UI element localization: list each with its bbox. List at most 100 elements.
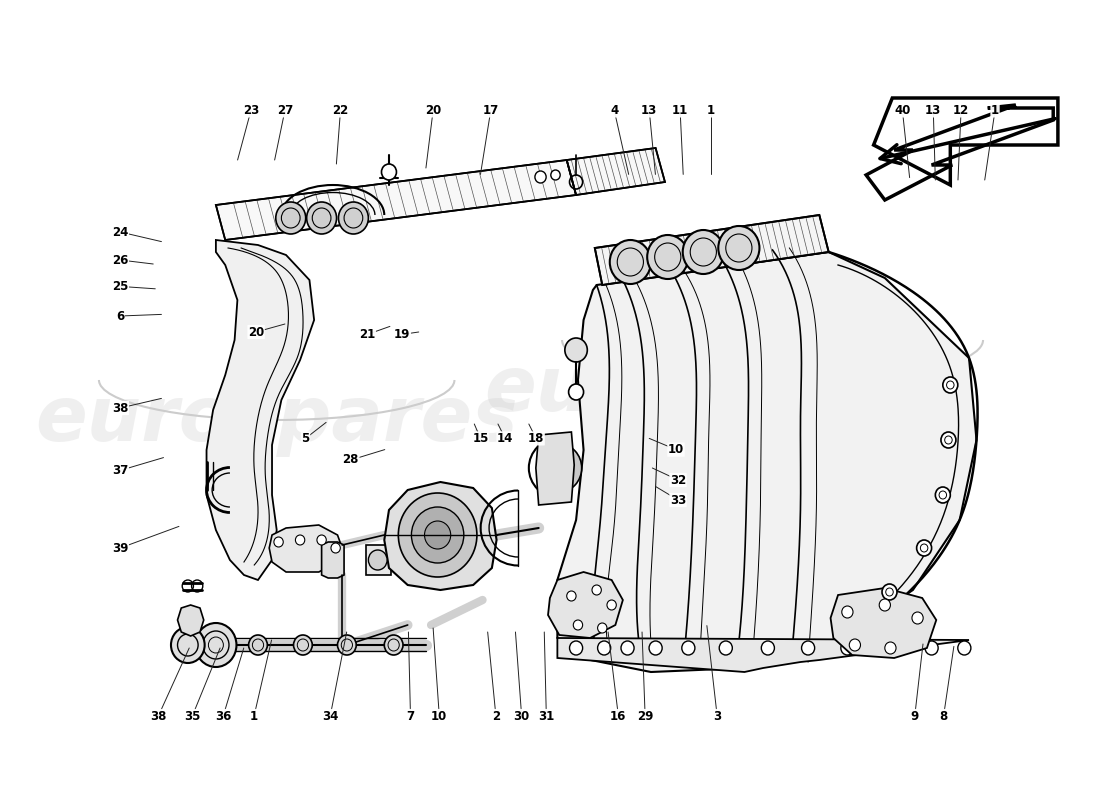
Text: eurospares: eurospares — [35, 383, 518, 457]
Circle shape — [196, 623, 236, 667]
Text: 17: 17 — [483, 104, 499, 117]
Circle shape — [551, 170, 560, 180]
Circle shape — [607, 600, 616, 610]
Circle shape — [958, 641, 971, 655]
Circle shape — [274, 537, 283, 547]
Circle shape — [592, 585, 602, 595]
Text: 19: 19 — [394, 328, 410, 341]
Circle shape — [411, 507, 464, 563]
Text: 31: 31 — [538, 710, 554, 722]
Circle shape — [294, 635, 312, 655]
Polygon shape — [216, 160, 576, 240]
Circle shape — [565, 338, 587, 362]
Circle shape — [761, 641, 774, 655]
Polygon shape — [207, 240, 315, 580]
Text: 7: 7 — [406, 710, 415, 722]
Text: 12: 12 — [953, 104, 969, 117]
Circle shape — [883, 641, 896, 655]
Text: 29: 29 — [637, 710, 653, 722]
Circle shape — [882, 584, 896, 600]
Text: 37: 37 — [112, 464, 129, 477]
Circle shape — [569, 384, 584, 400]
Polygon shape — [830, 588, 936, 658]
Text: 38: 38 — [151, 710, 166, 722]
Text: 8: 8 — [939, 710, 948, 722]
Text: 33: 33 — [670, 494, 686, 506]
Text: 13: 13 — [641, 104, 658, 117]
Circle shape — [566, 591, 576, 601]
Polygon shape — [595, 215, 828, 285]
Text: 6: 6 — [117, 310, 124, 322]
Text: 22: 22 — [332, 104, 349, 117]
Text: 1: 1 — [250, 710, 258, 722]
Circle shape — [535, 171, 546, 183]
Circle shape — [296, 535, 305, 545]
Polygon shape — [558, 252, 977, 672]
Text: 26: 26 — [112, 254, 129, 266]
Text: 39: 39 — [112, 542, 129, 554]
Circle shape — [338, 635, 356, 655]
Circle shape — [683, 230, 724, 274]
Circle shape — [609, 240, 651, 284]
Text: 10: 10 — [668, 443, 684, 456]
Polygon shape — [566, 148, 666, 195]
Circle shape — [368, 550, 387, 570]
Polygon shape — [892, 98, 1058, 118]
Circle shape — [425, 521, 451, 549]
Text: 13: 13 — [925, 104, 942, 117]
Text: 4: 4 — [610, 104, 618, 117]
Circle shape — [802, 641, 815, 655]
Text: 20: 20 — [425, 104, 441, 117]
Text: 24: 24 — [112, 226, 129, 238]
Circle shape — [912, 612, 923, 624]
Circle shape — [339, 202, 369, 234]
Text: 32: 32 — [670, 474, 686, 486]
Circle shape — [170, 627, 205, 663]
Polygon shape — [177, 605, 204, 636]
Text: 3: 3 — [713, 710, 722, 722]
Polygon shape — [536, 432, 574, 505]
Polygon shape — [548, 572, 623, 638]
Text: 25: 25 — [112, 280, 129, 293]
Polygon shape — [321, 542, 344, 578]
Circle shape — [249, 635, 267, 655]
Text: 15: 15 — [472, 432, 488, 445]
Text: 5: 5 — [301, 432, 309, 445]
Circle shape — [382, 164, 396, 180]
Circle shape — [537, 444, 582, 492]
Text: 18: 18 — [528, 432, 544, 445]
Polygon shape — [270, 525, 342, 572]
Circle shape — [943, 377, 958, 393]
Text: 38: 38 — [112, 402, 129, 414]
Circle shape — [570, 641, 583, 655]
Circle shape — [317, 535, 327, 545]
Text: 34: 34 — [322, 710, 339, 722]
Circle shape — [842, 606, 852, 618]
Circle shape — [718, 226, 759, 270]
Text: 30: 30 — [514, 710, 530, 722]
Circle shape — [884, 642, 896, 654]
Circle shape — [597, 641, 611, 655]
Circle shape — [331, 543, 340, 553]
Text: 27: 27 — [277, 104, 293, 117]
Polygon shape — [558, 638, 969, 672]
Text: 21: 21 — [359, 328, 375, 341]
Circle shape — [276, 202, 306, 234]
Text: 14: 14 — [497, 432, 514, 445]
Circle shape — [916, 540, 932, 556]
Polygon shape — [365, 545, 390, 575]
Text: eurospares: eurospares — [484, 353, 967, 427]
Circle shape — [935, 487, 950, 503]
Circle shape — [597, 623, 607, 633]
Circle shape — [621, 641, 634, 655]
Circle shape — [546, 454, 572, 482]
Text: 40: 40 — [894, 104, 911, 117]
Text: 10: 10 — [431, 710, 448, 722]
Circle shape — [573, 620, 583, 630]
Text: 36: 36 — [214, 710, 231, 722]
Circle shape — [719, 641, 733, 655]
Text: 16: 16 — [610, 710, 627, 722]
Text: 2: 2 — [492, 710, 500, 722]
Circle shape — [384, 635, 403, 655]
Circle shape — [398, 493, 477, 577]
